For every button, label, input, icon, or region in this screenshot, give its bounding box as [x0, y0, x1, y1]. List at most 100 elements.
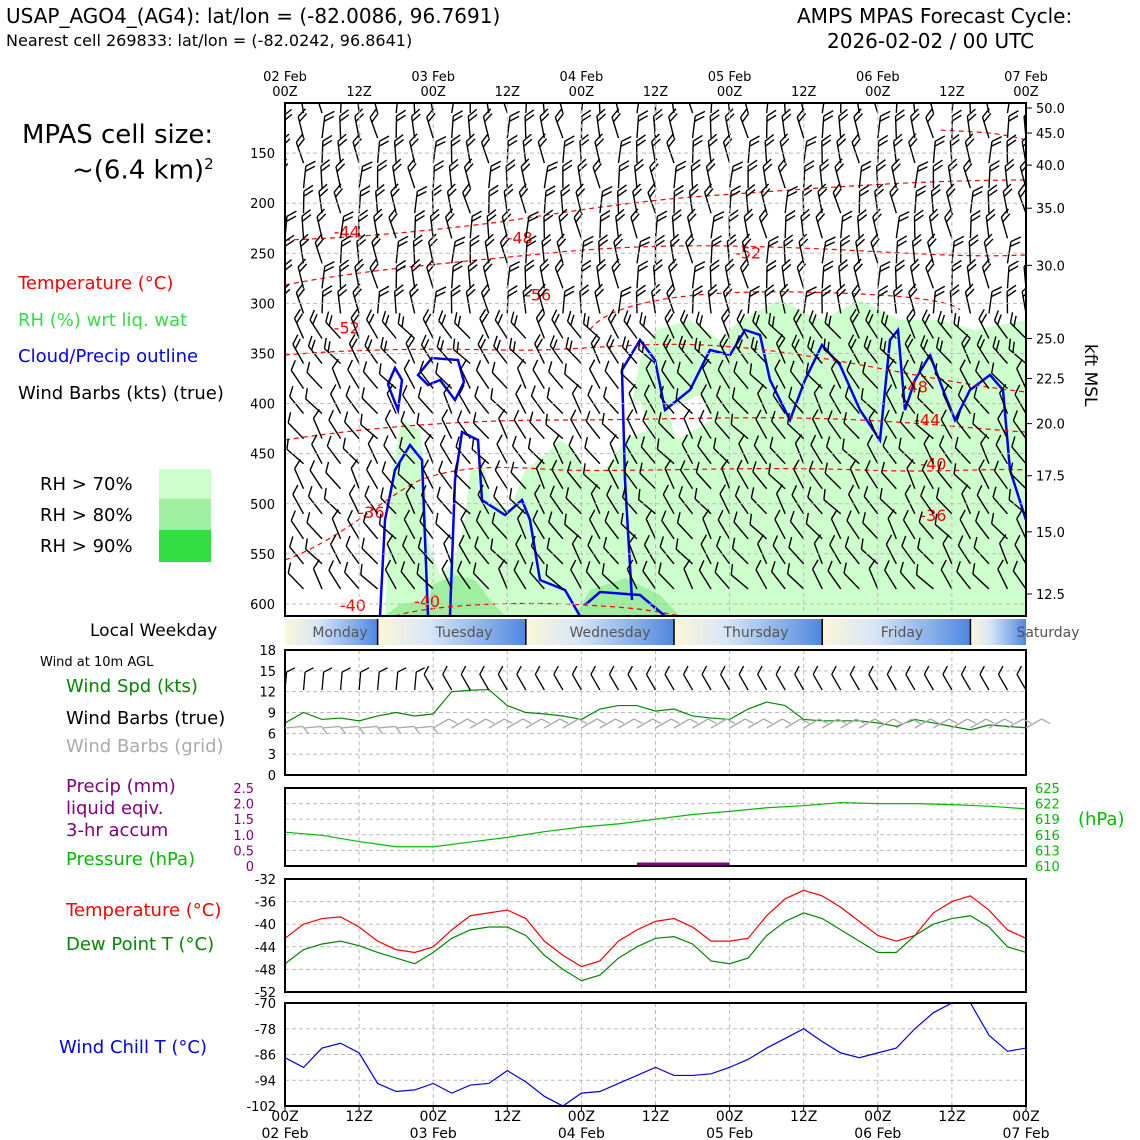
wind-barb — [823, 488, 842, 515]
wind-barb — [373, 208, 383, 239]
wind-barb — [409, 283, 419, 314]
wind-barb — [654, 234, 665, 264]
wind-barb — [405, 484, 416, 515]
wind-barb — [364, 335, 379, 364]
weekday-strip: Monday Tuesday Wednesday Thursday Friday Satu… — [285, 619, 1080, 645]
surface-barb-true — [608, 665, 620, 691]
temp-contour-label: -48 — [902, 378, 928, 397]
wind-barb — [361, 387, 379, 415]
surface-barb-grid — [784, 718, 810, 729]
legend-rh90-label: RH > 90% — [40, 536, 133, 557]
wind-barb — [731, 537, 749, 565]
wind-barb — [378, 513, 397, 540]
wind-barb — [969, 185, 984, 214]
bottom-hour-label: 12Z — [642, 1109, 669, 1125]
wind-barb — [1008, 488, 1026, 515]
wind-barb — [314, 233, 325, 264]
wind-barb — [917, 387, 934, 415]
panel-frame — [284, 878, 1027, 993]
wind-barb — [662, 484, 675, 515]
wind-barb — [566, 310, 582, 339]
wind-barb — [534, 334, 545, 364]
wind-barb — [606, 484, 620, 515]
surface-barb-true — [923, 665, 934, 691]
wind-barb — [384, 409, 397, 439]
wind-barb — [293, 459, 305, 490]
wind-barb — [652, 259, 663, 289]
wind-barb — [603, 386, 619, 415]
surface-barb-grid — [914, 718, 940, 729]
wind-barb — [491, 361, 508, 390]
wind-barb — [458, 534, 471, 565]
wind-barb — [380, 487, 397, 515]
wind-barb — [429, 208, 440, 239]
wind-barb — [942, 383, 953, 414]
wind-barb — [968, 234, 979, 264]
wind-barb — [513, 560, 527, 590]
wind-barb — [882, 435, 897, 465]
wind-barb — [564, 513, 582, 540]
wind-barb — [360, 413, 379, 440]
surface-barb-true — [720, 665, 731, 691]
wind-barb — [853, 108, 863, 139]
wind-barb — [750, 336, 768, 364]
wind-barb — [714, 561, 731, 590]
wind-barb — [621, 486, 638, 515]
wind-barb — [451, 236, 466, 264]
wind-barb — [884, 409, 897, 440]
bottom-date-label: 07 Feb — [1002, 1126, 1049, 1140]
wind-barb — [285, 133, 291, 164]
cell-size-exponent: 2 — [204, 155, 214, 173]
pressure-tick-label: 613 — [1035, 844, 1060, 859]
surface-barb-true — [997, 665, 1009, 691]
wind-barb — [529, 561, 545, 590]
wind-barb — [548, 361, 564, 390]
pressure-tick-label: 600 — [250, 598, 275, 613]
wind-barb — [506, 285, 518, 314]
wind-barb — [810, 434, 823, 465]
wind-barb — [343, 561, 360, 590]
surface-barb-grid — [562, 718, 588, 729]
wind-barb — [892, 133, 903, 164]
wind-barb — [493, 485, 508, 515]
wind-barb — [721, 458, 731, 490]
wind-barb — [997, 559, 1009, 590]
surface-barb-grid — [525, 718, 551, 729]
pressure-tick-label: 150 — [250, 147, 275, 162]
kft-tick-label: 50.0 — [1036, 102, 1065, 117]
wind-barb — [384, 559, 397, 590]
wind-barb — [865, 309, 879, 339]
wind-barb — [1016, 359, 1026, 389]
wind-barb — [604, 510, 620, 540]
kft-tick-label: 15.0 — [1036, 526, 1065, 541]
wind-barb — [503, 183, 514, 214]
wind-barb — [441, 409, 453, 439]
wind-barb — [688, 183, 699, 214]
weekday-name: Monday — [312, 625, 367, 641]
wind-barb — [675, 388, 694, 415]
wind-barb — [1021, 133, 1026, 164]
wind-barb — [691, 285, 703, 314]
wind-barb — [765, 109, 777, 139]
wind-barb — [558, 208, 569, 239]
temp-contour-label: -40 — [340, 596, 366, 615]
wind-barb — [545, 563, 564, 590]
wind-barb — [369, 108, 379, 139]
wind-barb — [906, 308, 916, 339]
wind-barb — [930, 183, 941, 214]
wind-barb — [863, 485, 879, 515]
wind-barb — [633, 158, 644, 189]
wind-barb — [409, 133, 419, 164]
wind-barb — [329, 384, 342, 414]
wind-barb — [964, 133, 975, 164]
wind-barb — [710, 235, 722, 264]
wind-barb — [285, 210, 297, 239]
wind-barb — [877, 285, 889, 314]
wind-barb — [642, 560, 657, 590]
wind-barb — [807, 486, 823, 515]
wind-barb — [312, 408, 323, 439]
wind-barb — [518, 183, 529, 214]
surface-barb-true — [664, 665, 675, 691]
wind-barb — [432, 160, 445, 189]
panel-tick-label: 15 — [259, 665, 276, 680]
